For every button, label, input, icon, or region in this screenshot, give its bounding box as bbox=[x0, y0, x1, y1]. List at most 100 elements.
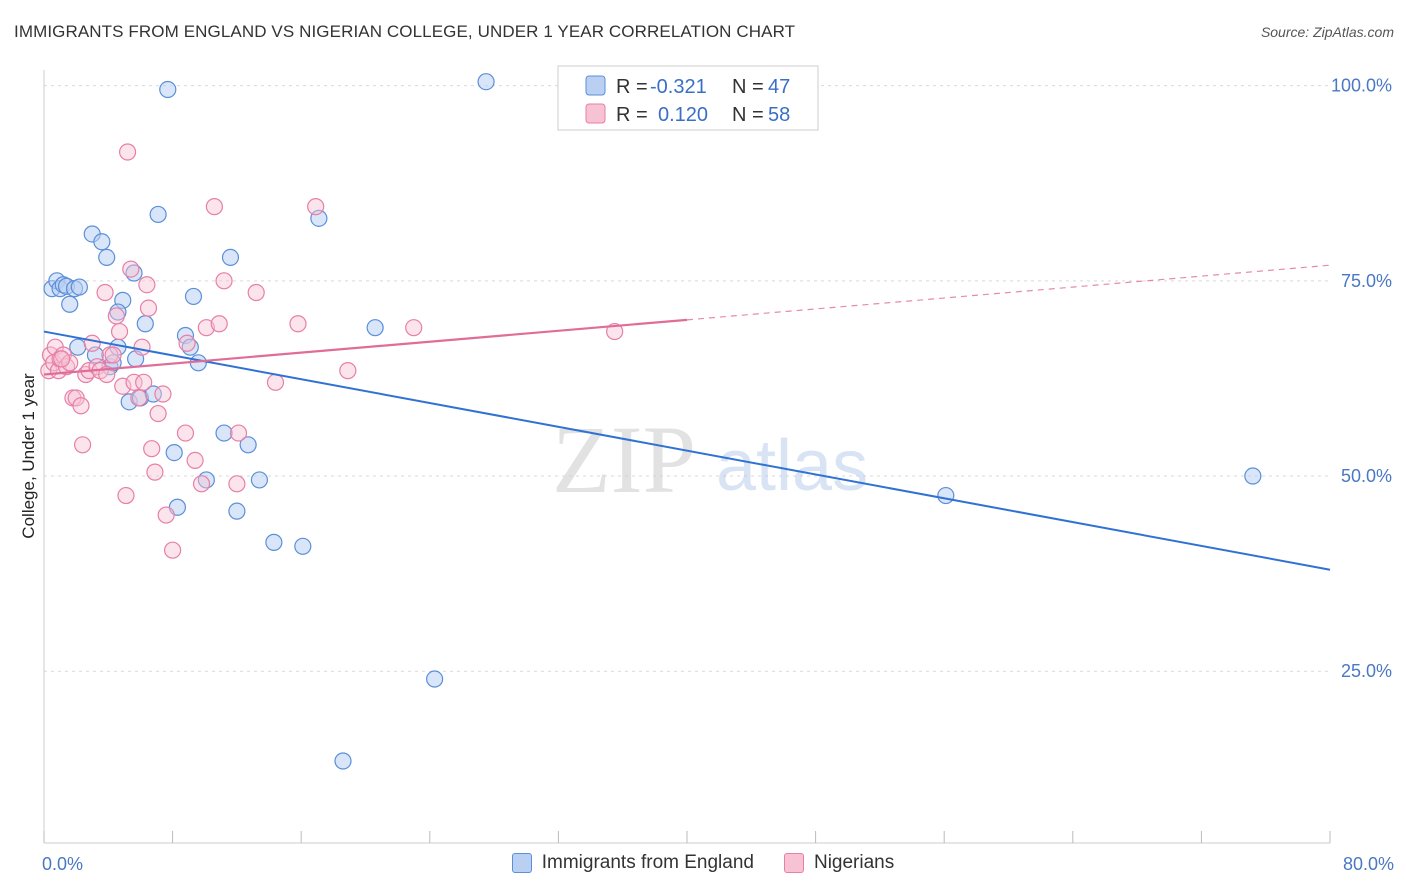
data-point-nigerians bbox=[339, 362, 357, 380]
series-nigerians-points bbox=[40, 143, 624, 559]
trend-line-nigerians-extension bbox=[686, 264, 1331, 321]
data-point-england bbox=[149, 205, 167, 224]
y-tick-label: 25.0% bbox=[1341, 661, 1392, 681]
watermark: ZIP atlas bbox=[552, 406, 868, 513]
data-point-nigerians bbox=[154, 385, 172, 403]
data-point-nigerians bbox=[157, 506, 175, 524]
grid-lines bbox=[44, 85, 1330, 672]
stats-r-value-nigerians: 0.120 bbox=[658, 104, 708, 126]
data-point-nigerians bbox=[405, 319, 423, 337]
data-point-england bbox=[366, 319, 384, 337]
stats-n-label-england: N = bbox=[732, 76, 764, 98]
data-point-england bbox=[61, 295, 79, 313]
chart-title: IMMIGRANTS FROM ENGLAND VS NIGERIAN COLL… bbox=[14, 22, 796, 41]
chart-source: Source: ZipAtlas.com bbox=[1260, 24, 1394, 40]
data-point-england bbox=[250, 471, 269, 489]
data-point-england bbox=[477, 73, 495, 91]
data-point-nigerians bbox=[247, 283, 265, 302]
data-point-nigerians bbox=[143, 440, 161, 458]
data-point-nigerians bbox=[122, 260, 140, 278]
data-point-england bbox=[239, 436, 257, 454]
data-point-nigerians bbox=[229, 424, 248, 442]
data-point-nigerians bbox=[104, 346, 122, 364]
y-tick-label: 75.0% bbox=[1341, 271, 1392, 291]
legend-swatch-england bbox=[511, 853, 532, 873]
data-point-nigerians bbox=[186, 451, 204, 470]
data-point-nigerians bbox=[215, 272, 233, 290]
data-point-nigerians bbox=[61, 354, 79, 372]
data-point-nigerians bbox=[72, 397, 90, 415]
data-point-nigerians bbox=[176, 424, 195, 442]
legend-label-england: Immigrants from England bbox=[541, 852, 754, 873]
legend-swatch-nigerians bbox=[783, 853, 804, 873]
data-point-nigerians bbox=[205, 198, 223, 216]
data-point-nigerians bbox=[266, 373, 285, 391]
data-point-nigerians bbox=[73, 436, 92, 454]
data-point-nigerians bbox=[135, 373, 153, 391]
x-tick-label: 0.0% bbox=[42, 854, 83, 874]
data-point-nigerians bbox=[110, 322, 129, 341]
data-point-nigerians bbox=[96, 283, 114, 302]
data-point-nigerians bbox=[164, 541, 182, 559]
data-point-england bbox=[334, 752, 352, 770]
bottom-legend: Immigrants from England Nigerians bbox=[0, 852, 1406, 874]
data-point-nigerians bbox=[53, 350, 71, 368]
data-point-nigerians bbox=[133, 338, 151, 356]
legend-item-nigerians: Nigerians bbox=[783, 852, 895, 874]
data-point-england bbox=[294, 537, 312, 555]
data-point-england bbox=[159, 80, 177, 99]
data-point-nigerians bbox=[178, 334, 196, 352]
data-point-nigerians bbox=[130, 389, 148, 407]
data-point-nigerians bbox=[210, 315, 228, 333]
data-point-nigerians bbox=[192, 475, 211, 493]
data-point-nigerians bbox=[138, 276, 156, 294]
trend-line-england bbox=[43, 330, 1331, 571]
stats-r-label-england: R = bbox=[616, 76, 648, 98]
watermark-atlas: atlas bbox=[716, 426, 868, 506]
data-point-nigerians bbox=[118, 143, 137, 161]
data-point-nigerians bbox=[114, 377, 132, 395]
data-point-england bbox=[937, 486, 955, 505]
tick-labels: 100.0% 75.0% 50.0% 25.0% 0.0% 80.0% bbox=[42, 76, 1394, 874]
stats-n-value-nigerians: 58 bbox=[768, 104, 790, 126]
data-point-england bbox=[228, 502, 246, 520]
stats-legend-swatch-england bbox=[585, 75, 606, 96]
stats-legend-swatch-nigerians bbox=[585, 103, 606, 124]
y-tick-label: 100.0% bbox=[1331, 76, 1392, 96]
y-tick-label: 50.0% bbox=[1341, 466, 1392, 486]
stats-r-value-england: -0.321 bbox=[650, 76, 707, 98]
data-point-england bbox=[1244, 467, 1262, 485]
data-point-nigerians bbox=[83, 334, 101, 352]
data-point-england bbox=[221, 248, 240, 266]
data-point-england bbox=[426, 670, 444, 688]
data-point-england bbox=[136, 315, 154, 333]
legend-item-england: Immigrants from England bbox=[511, 852, 754, 874]
data-point-nigerians bbox=[197, 319, 215, 337]
data-point-nigerians bbox=[289, 315, 307, 333]
stats-legend: R = -0.321 N = 47 R = 0.120 N = 58 bbox=[557, 65, 819, 131]
trend-lines bbox=[43, 264, 1331, 571]
data-point-england bbox=[184, 287, 203, 306]
data-point-nigerians bbox=[149, 404, 167, 423]
data-point-england bbox=[265, 533, 283, 551]
data-point-nigerians bbox=[606, 322, 624, 341]
data-point-england bbox=[70, 278, 88, 296]
data-point-nigerians bbox=[139, 299, 158, 317]
stats-r-label-nigerians: R = bbox=[616, 104, 648, 126]
y-axis-label: College, Under 1 year bbox=[19, 373, 38, 539]
data-point-nigerians bbox=[125, 373, 143, 391]
legend-label-nigerians: Nigerians bbox=[813, 852, 895, 873]
stats-n-value-england: 47 bbox=[768, 76, 790, 98]
data-point-nigerians bbox=[107, 307, 125, 325]
data-point-england bbox=[215, 424, 233, 442]
data-point-nigerians bbox=[146, 463, 164, 481]
data-point-nigerians bbox=[307, 198, 325, 216]
data-point-england bbox=[69, 338, 87, 356]
trend-line-nigerians bbox=[43, 318, 688, 376]
x-tick-label: 80.0% bbox=[1343, 854, 1394, 874]
series-england-points bbox=[43, 73, 1262, 770]
axes bbox=[43, 70, 1331, 844]
data-point-england bbox=[165, 443, 183, 462]
data-point-nigerians bbox=[117, 486, 135, 505]
